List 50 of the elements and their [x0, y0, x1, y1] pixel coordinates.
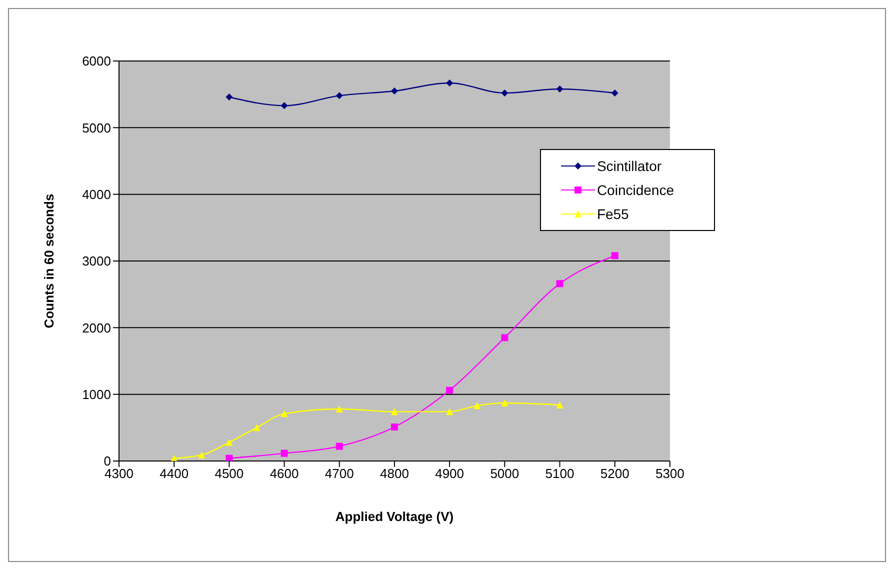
point	[611, 252, 618, 260]
point	[474, 402, 481, 410]
x-axis-title: Applied Voltage (V)	[335, 509, 454, 524]
legend-label: Coincidence	[596, 182, 674, 198]
point	[446, 386, 454, 394]
y-tick-label: 5000	[82, 120, 111, 136]
point	[226, 438, 233, 446]
point	[336, 92, 343, 100]
y-tick-label: 3000	[82, 254, 111, 269]
point	[253, 424, 260, 432]
x-tick-label: 5000	[490, 466, 520, 482]
y-tick-label: 6000	[82, 54, 111, 69]
point	[226, 94, 233, 100]
x-tick-label: 5200	[600, 466, 630, 482]
y-tick-label: 4000	[82, 186, 111, 202]
x-tick-label: 4500	[214, 466, 244, 482]
point	[336, 406, 343, 412]
point	[556, 280, 564, 288]
point	[390, 408, 398, 416]
point	[501, 334, 508, 342]
x-tick-label: 4800	[380, 466, 409, 482]
legend-label: Fe55	[596, 206, 629, 222]
x-tick-label: 5100	[545, 466, 574, 482]
point	[226, 454, 233, 461]
point	[280, 410, 288, 418]
point	[446, 408, 454, 416]
x-tick-label: 4700	[324, 466, 354, 482]
x-tick-label: 4900	[435, 466, 464, 482]
x-tick-label: 4600	[270, 466, 299, 482]
y-axis-title: Counts in 60 seconds	[42, 194, 57, 328]
y-tick-label: 1000	[82, 386, 111, 402]
point	[446, 80, 454, 86]
point	[280, 102, 288, 110]
point	[501, 400, 508, 406]
point	[611, 90, 618, 96]
point	[280, 450, 288, 457]
legend-label: Scintillator	[596, 158, 662, 174]
x-tick-label: 4400	[160, 466, 189, 482]
y-tick-label: 2000	[82, 320, 111, 336]
point	[336, 442, 343, 450]
point	[556, 86, 564, 92]
point	[390, 88, 398, 94]
x-tick-label: 5300	[655, 466, 684, 482]
point	[170, 454, 178, 461]
point	[198, 452, 206, 458]
point	[556, 402, 564, 408]
point	[390, 424, 398, 430]
point	[501, 90, 508, 96]
y-tick-label: 0	[104, 454, 111, 469]
x-tick-label: 4300	[104, 466, 134, 482]
